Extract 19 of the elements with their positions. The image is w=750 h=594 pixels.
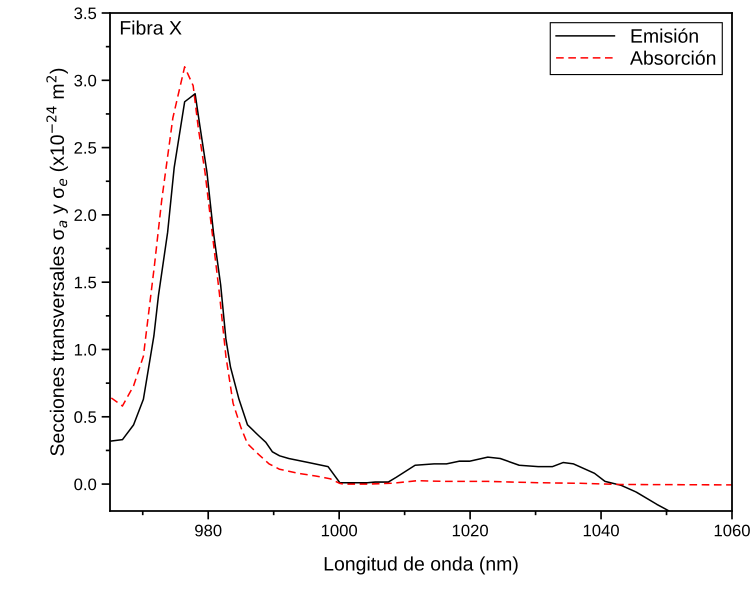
x-tick-label: 1000	[322, 524, 358, 536]
legend-label: Emisión	[632, 28, 698, 43]
y-tick-label: 3.5	[74, 7, 96, 20]
y-tick-label: 0.5	[74, 411, 96, 423]
text: Secciones transversales σ$_{a}$ y σ$_{e}$ (x10$^{−24}$ m$^{2}$)	[46, 68, 68, 456]
y-tick-label: 0.0	[74, 478, 96, 490]
annotation: Fibra X	[120, 20, 182, 35]
x-tick-label: 980	[195, 524, 222, 536]
y-tick-label: 3.0	[74, 74, 96, 86]
x-tick-label: 1020	[452, 524, 488, 536]
x-tick-label: 1040	[584, 524, 619, 536]
legend-label: Absorción	[630, 50, 716, 65]
y-tick-label: 1.5	[74, 276, 96, 288]
x-axis-title: Longitud de onda (nm)	[324, 556, 518, 575]
y-tick-label: 2.5	[74, 142, 96, 154]
x-tick-label: 1060	[714, 524, 750, 536]
y-tick-label: 2.0	[74, 209, 96, 222]
line-series	[110, 66, 732, 486]
y-tick-label: 1.0	[74, 344, 96, 356]
